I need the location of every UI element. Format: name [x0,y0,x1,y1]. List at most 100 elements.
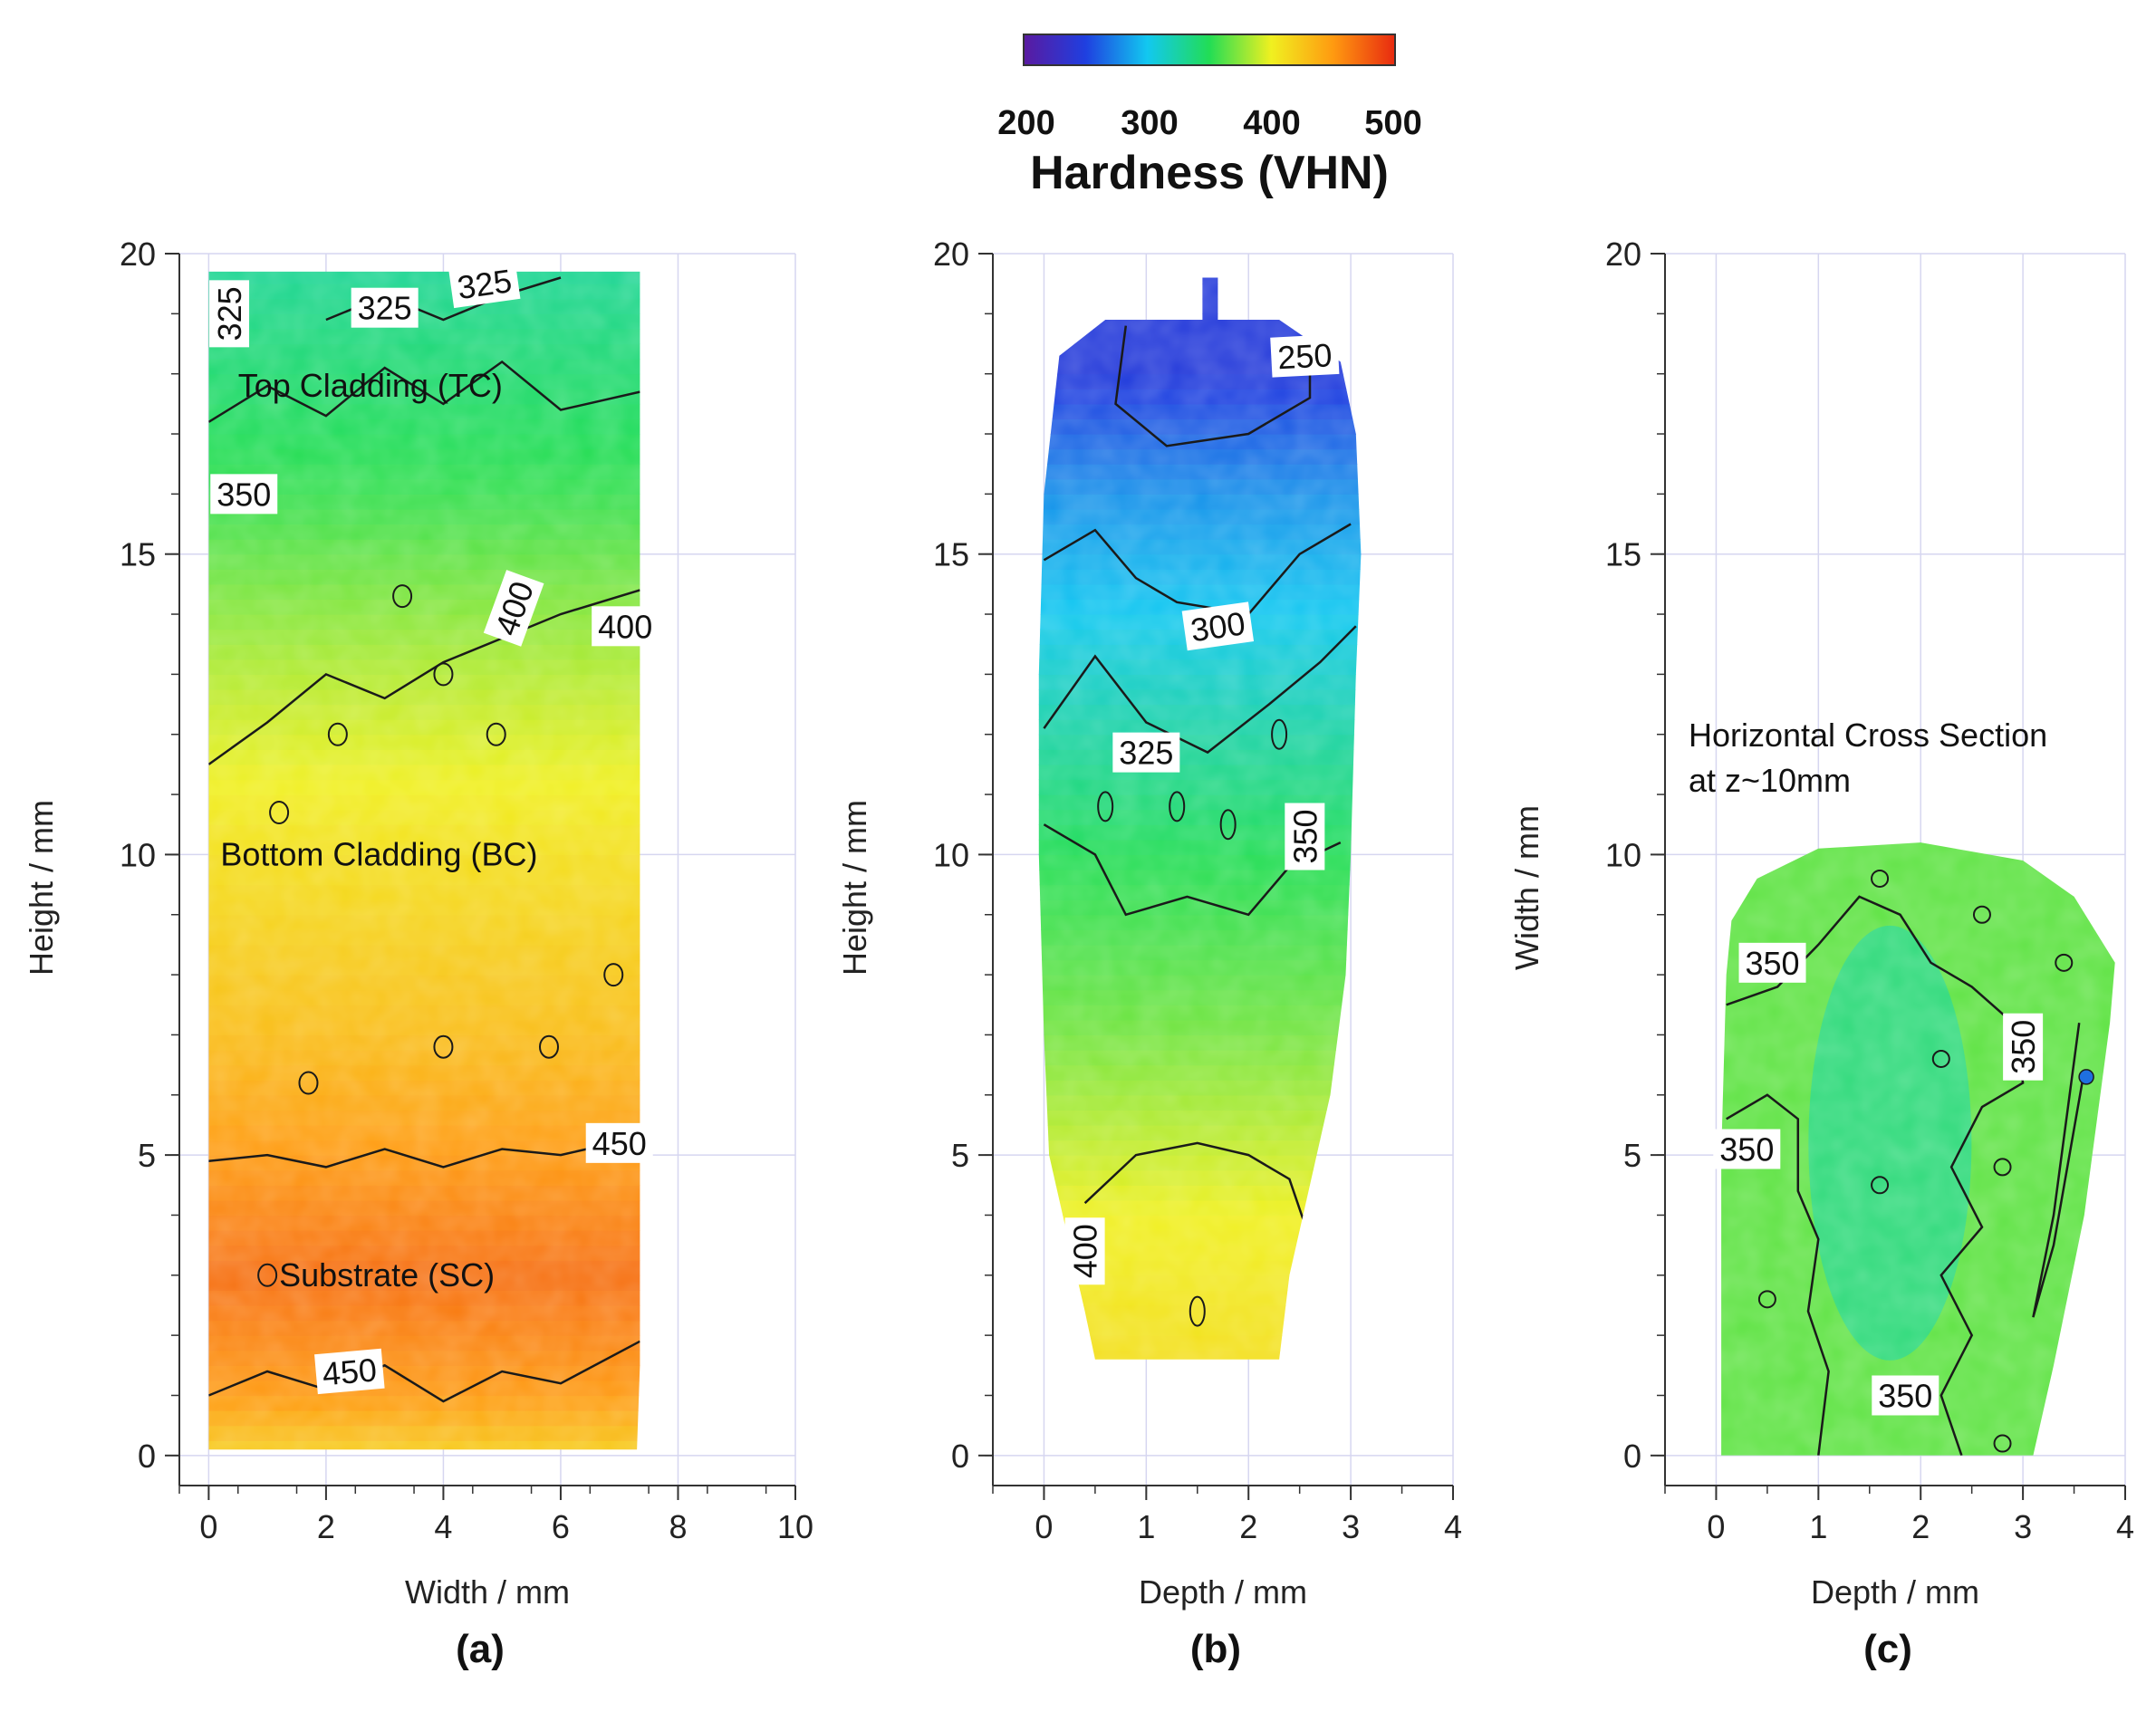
x-tick-label: 3 [2014,1508,2032,1545]
contour-label: 350 [1745,945,1799,982]
contour-label: 450 [321,1351,378,1392]
contour-line [2032,1023,2086,1318]
heatmap-cell [1024,1410,1381,1426]
contour-label-bg [1872,1375,1939,1416]
contour-label: 325 [358,290,412,327]
contour-line [208,1340,640,1403]
contour-label: 350 [2005,1020,2042,1074]
contour-blob [1097,791,1114,822]
contour-label-box: 350 [1738,942,1806,983]
heatmap-cell [1024,1426,1381,1441]
y-tick-label: 10 [1605,836,1641,873]
region-label-top-cladding: Top Cladding (TC) [238,367,503,404]
contour-blob [1993,1158,2012,1177]
contour-label-box: 325 [1112,732,1180,773]
contour-label-box: 250 [1270,333,1340,378]
contour-label-box: 325 [209,280,250,348]
contour-line [208,360,640,423]
contour-label-box: 350 [1713,1129,1781,1169]
x-tick-label: 1 [1137,1508,1155,1545]
contour-blob [298,1071,319,1095]
contour-blob [2055,953,2074,972]
x-tick-label: 1 [1809,1508,1827,1545]
y-tick-label: 20 [1605,236,1641,273]
contour-label-bg [592,606,659,647]
contour-line [208,589,640,765]
y-tick-label: 5 [1623,1137,1641,1174]
contour-label: 350 [1719,1130,1774,1168]
contour-blob [433,662,454,687]
contour-label-box: 325 [351,287,419,328]
x-tick-label: 2 [317,1508,335,1545]
contour-label: 325 [1119,735,1173,772]
contour-blob [1931,1049,1950,1068]
panel-b: 0 1 2 3 4 0 5 10 15 20 Depth / mm Height / mm (b) 250… [836,236,1462,1671]
x-tick-label: 0 [1707,1508,1725,1545]
contour-label-box: 350 [1285,803,1325,870]
contour-blob [433,1034,454,1059]
heatmap-cell [1024,254,1381,269]
contour-blob [1871,869,1890,888]
contour-label-bg [1285,803,1325,870]
x-tick-label: 0 [199,1508,217,1545]
contour-line [1114,325,1312,447]
contour-line [208,1135,640,1169]
x-tick-label: 0 [1035,1508,1053,1545]
y-tick-label: 15 [1605,536,1641,573]
x-tick-label: 6 [552,1508,570,1545]
x-axis-label: Width / mm [405,1573,570,1611]
panel-c: 0 1 2 3 4 0 5 10 15 20 Depth / mm Width / mm (c) 350 3… [1508,236,2134,1671]
panel-label: (a) [456,1627,505,1671]
contour-label: 400 [1067,1224,1104,1278]
heatmap-c [1721,842,2115,1456]
y-tick-label: 10 [120,836,156,873]
contour-label-box: 400 [592,606,659,647]
heatmap-cell [1024,1440,1381,1456]
x-tick-label: 4 [434,1508,452,1545]
contour-label-bg [210,474,278,515]
heatmap-cell [1024,1365,1381,1380]
contour-blob [1169,791,1186,822]
heatmap-cell [1024,1395,1381,1410]
contour-blob [269,800,290,824]
contour-blob [1972,905,1991,924]
contour-label-bg [314,1348,385,1395]
y-tick-label: 5 [951,1137,969,1174]
panel-label: (b) [1190,1627,1241,1671]
x-tick-label: 10 [777,1508,813,1545]
contour-blob [1757,1290,1776,1309]
contour-label-box: 450 [314,1348,385,1395]
heatmap-a [208,254,642,1450]
colorbar-tick: 300 [1121,104,1178,142]
x-axis-label: Depth / mm [1139,1573,1307,1611]
contour-blob [1189,1295,1206,1327]
y-tick-label: 15 [120,536,156,573]
y-axis-label: Height / mm [23,800,60,976]
contour-label: 400 [598,608,652,645]
x-tick-label: 3 [1342,1508,1360,1545]
heatmap-texture [1721,842,2115,1456]
contour-blob [1271,718,1288,750]
contour-label-bg [209,280,250,348]
contour-label: 350 [1286,809,1323,863]
colorbar-bar [1023,34,1396,66]
contour-label-bg [1181,601,1255,651]
y-axis-label: Width / mm [1508,805,1545,970]
y-tick-label: 20 [120,236,156,273]
region-label-substrate: Substrate (SC) [279,1256,495,1294]
y-axis-label: Height / mm [836,800,873,976]
contour-label: 300 [1189,604,1247,649]
contour-label-box: 350 [210,474,278,515]
heatmap-cell [208,254,642,269]
contour-label-box: 325 [448,259,521,309]
y-tick-label: 0 [951,1438,969,1475]
colorbar-tick: 200 [997,104,1054,142]
contour-line [1043,625,1357,755]
x-axis-label: Depth / mm [1811,1573,1979,1611]
x-tick-label: 4 [1444,1508,1462,1545]
y-tick-label: 0 [1623,1438,1641,1475]
contour-blob [1993,1434,2012,1453]
y-tick-label: 20 [933,236,969,273]
contour-label-box: 400 [1064,1217,1105,1285]
